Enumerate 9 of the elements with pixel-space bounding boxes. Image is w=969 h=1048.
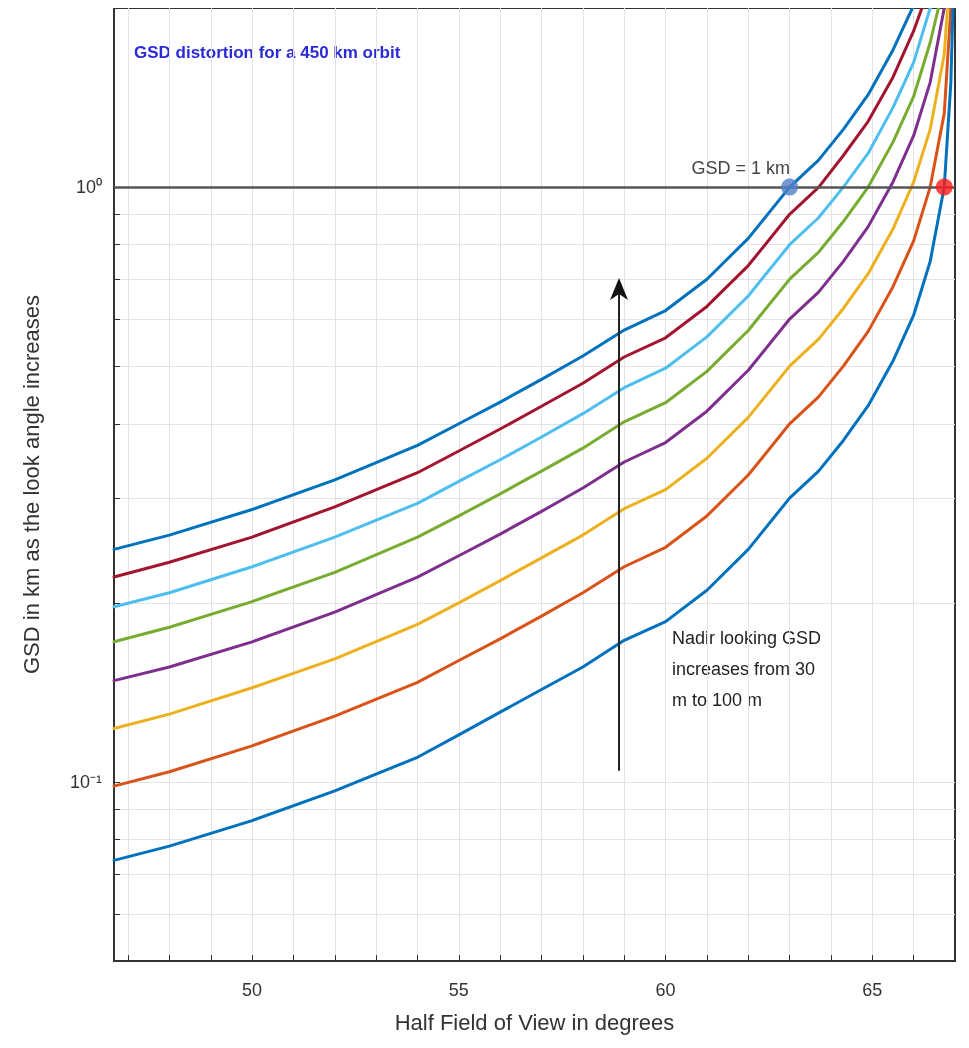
x-tick-label: 65: [862, 980, 883, 1000]
x-axis-title: Half Field of View in degrees: [394, 1009, 675, 1035]
y-axis-title: GSD in km as the look angle increases: [18, 294, 44, 675]
x-tick-label: 55: [448, 980, 469, 1000]
ref-line-label: GSD = 1 km: [691, 158, 790, 179]
y-tick-label: 10⁰: [75, 177, 102, 198]
y-tick-label: 10⁻¹: [69, 771, 103, 792]
x-tick-label: 60: [655, 980, 676, 1000]
x-tick-label: 50: [242, 980, 263, 1000]
